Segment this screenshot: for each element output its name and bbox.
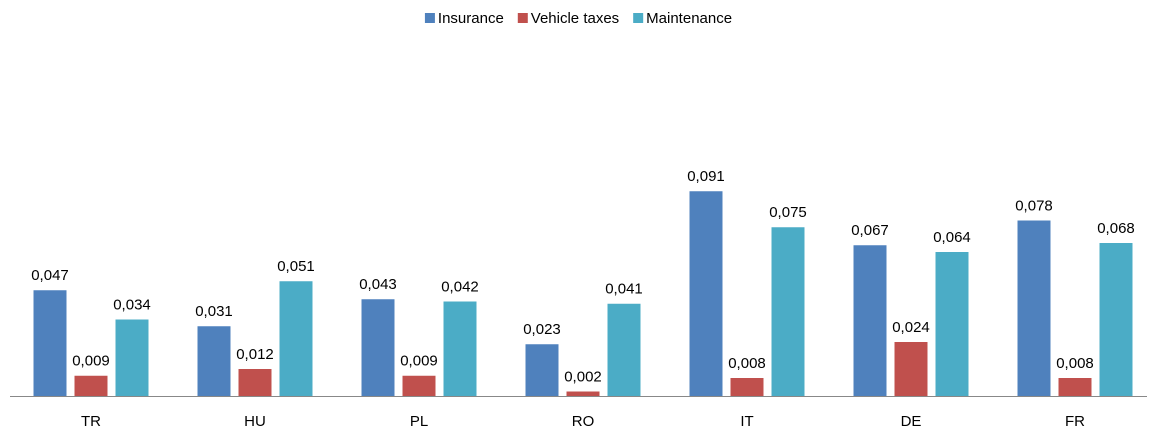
data-label: 0,047 [31, 267, 69, 284]
data-label: 0,067 [851, 222, 889, 239]
x-tick-label: DE [901, 413, 922, 430]
x-tick-label: FR [1065, 413, 1085, 430]
x-tick-label: TR [81, 413, 101, 430]
bar [197, 326, 231, 396]
bar [74, 375, 108, 396]
data-label: 0,064 [933, 229, 971, 246]
bar [730, 378, 764, 396]
legend-label: Insurance [438, 10, 504, 27]
data-label: 0,042 [441, 278, 479, 295]
bar [279, 281, 313, 396]
data-label: 0,031 [195, 303, 233, 320]
bar [525, 344, 559, 396]
bar [1017, 220, 1051, 396]
data-label: 0,091 [687, 168, 725, 185]
data-label: 0,008 [728, 355, 766, 372]
bar [1058, 378, 1092, 396]
data-label: 0,068 [1097, 220, 1135, 237]
data-label: 0,041 [605, 281, 643, 298]
x-tick-label: IT [740, 413, 753, 430]
bar [238, 369, 272, 396]
data-label: 0,012 [236, 346, 274, 363]
bar [689, 191, 723, 396]
bar [1099, 243, 1133, 396]
data-label: 0,034 [113, 296, 151, 313]
bar [443, 301, 477, 396]
x-tick-label: RO [572, 413, 595, 430]
bar [566, 391, 600, 396]
bar [894, 342, 928, 396]
bar [771, 227, 805, 396]
legend-swatch [517, 13, 528, 23]
bar [935, 252, 969, 396]
legend-swatch [424, 13, 435, 23]
bar [33, 290, 67, 396]
data-label: 0,078 [1015, 197, 1053, 214]
bar [361, 299, 395, 396]
data-label: 0,009 [72, 353, 110, 370]
data-label: 0,023 [523, 321, 561, 338]
bar [853, 245, 887, 396]
legend-label: Vehicle taxes [531, 10, 619, 27]
data-label: 0,075 [769, 204, 807, 221]
data-label: 0,051 [277, 258, 315, 275]
data-label: 0,002 [564, 368, 602, 385]
legend-label: Maintenance [646, 10, 732, 27]
x-tick-label: PL [410, 413, 428, 430]
legend-swatch [633, 13, 644, 23]
bar [607, 303, 641, 396]
data-label: 0,009 [400, 353, 438, 370]
data-label: 0,008 [1056, 355, 1094, 372]
x-tick-label: HU [244, 413, 266, 430]
data-label: 0,024 [892, 319, 930, 336]
bar [402, 375, 436, 396]
bar [115, 319, 149, 396]
data-label: 0,043 [359, 276, 397, 293]
